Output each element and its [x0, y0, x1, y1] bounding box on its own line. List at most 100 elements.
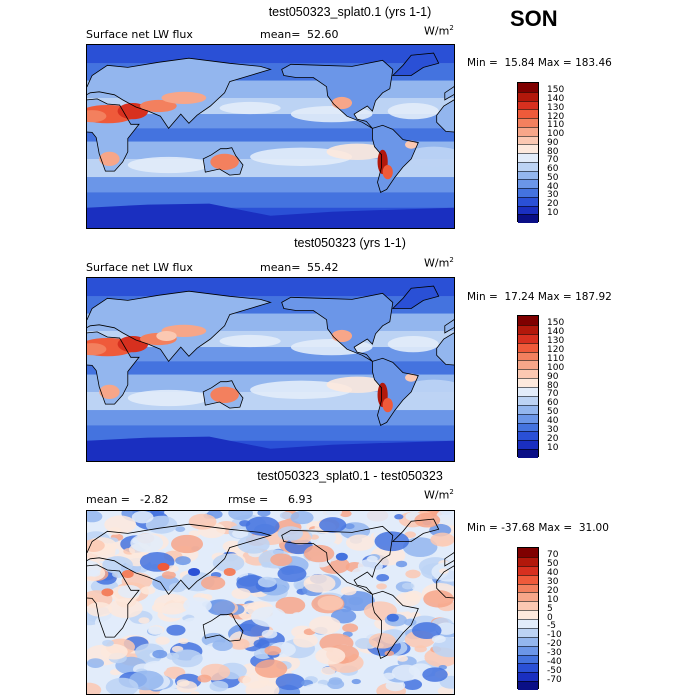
colorbar-level-label: 30 — [547, 190, 559, 201]
colorbar-level-label: 150 — [547, 85, 565, 96]
colorbar-level-label: -20 — [547, 639, 562, 650]
colorbar-swatch — [518, 91, 538, 101]
panel-2-field-label: Surface net LW flux — [86, 261, 193, 274]
colorbar-swatch — [518, 179, 538, 188]
colorbar-level-label: 120 — [547, 345, 565, 355]
colorbar-swatch — [518, 395, 538, 405]
panel-3-colorbar: 70 50 40 30 20 10 5 0 -5 -10 -20 -30 -40 -50 -70 — [517, 547, 577, 690]
colorbar-level-label: 80 — [547, 146, 559, 157]
colorbar-swatch — [518, 672, 538, 682]
panel-1-minmax: Min = 15.84 Max = 183.46 — [467, 57, 612, 69]
colorbar-swatch — [518, 663, 538, 673]
colorbar-swatch — [518, 548, 538, 557]
flux-field — [87, 278, 454, 461]
panel-1-mean-label: mean= — [260, 28, 301, 41]
colorbar-swatch — [518, 627, 538, 637]
colorbar-level-label: 20 — [547, 433, 559, 444]
colorbar-swatch — [518, 404, 538, 414]
colorbar-swatch — [518, 601, 538, 611]
colorbar-swatch — [518, 681, 538, 690]
colorbar-level-label: -40 — [547, 656, 562, 667]
colorbar-level-label: 0 — [547, 612, 553, 623]
panel-3-minmax: Min = -37.68 Max = 31.00 — [467, 522, 609, 534]
colorbar-level-label: 10 — [547, 594, 559, 605]
colorbar-level-label: -30 — [547, 648, 562, 658]
colorbar-level-label: 20 — [547, 199, 559, 209]
panel-2-units: W/m2 — [424, 256, 454, 270]
colorbar-level-label: 70 — [547, 550, 559, 561]
colorbar-level-label: -5 — [547, 621, 556, 632]
colorbar-level-label: 50 — [547, 559, 559, 570]
colorbar-level-label: -50 — [547, 665, 562, 676]
difference-field — [87, 511, 454, 694]
colorbar-swatch — [518, 153, 538, 162]
colorbar-level-label: 150 — [547, 318, 565, 329]
colorbar-swatch — [518, 422, 538, 432]
colorbar-level-label: 100 — [547, 362, 565, 373]
colorbar-swatch — [518, 654, 538, 664]
colorbar-swatch — [518, 369, 538, 379]
colorbar-swatch — [518, 126, 538, 136]
colorbar-swatches — [517, 315, 539, 458]
panel-1-field-label: Surface net LW flux — [86, 28, 193, 41]
colorbar-swatch — [518, 431, 538, 441]
panel-2-title: test050323 (yrs 1-1) — [294, 236, 406, 250]
colorbar-swatch — [518, 449, 538, 458]
colorbar-swatch — [518, 574, 538, 584]
flux-field — [87, 45, 454, 228]
colorbar-swatch — [518, 413, 538, 423]
colorbar-swatch — [518, 100, 538, 110]
colorbar-level-label: 100 — [547, 129, 565, 139]
colorbar-swatch — [518, 440, 538, 450]
colorbar-swatch — [518, 645, 538, 655]
colorbar-level-label: 20 — [547, 585, 559, 596]
colorbar-level-label: 140 — [547, 327, 565, 338]
panel-2-mean-label: mean= — [260, 261, 301, 274]
panel-2-minmax: Min = 17.24 Max = 187.92 — [467, 291, 612, 303]
colorbar-swatches — [517, 82, 539, 223]
colorbar-swatch — [518, 214, 538, 223]
colorbar-level-label: 40 — [547, 416, 559, 426]
colorbar-swatches — [517, 547, 539, 690]
colorbar-level-label: 70 — [547, 155, 559, 166]
panel-3-units: W/m2 — [424, 488, 454, 502]
colorbar-swatch — [518, 188, 538, 197]
colorbar-swatch — [518, 324, 538, 334]
colorbar-level-label: 60 — [547, 398, 559, 409]
colorbar-level-label: 130 — [547, 102, 565, 113]
colorbar-level-label: 10 — [547, 207, 559, 218]
colorbar-swatch — [518, 387, 538, 396]
panel-3-map — [86, 510, 455, 695]
colorbar-swatch — [518, 342, 538, 352]
colorbar-level-label: 5 — [547, 603, 553, 614]
colorbar-level-label: 140 — [547, 94, 565, 104]
colorbar-swatch — [518, 144, 538, 153]
colorbar-swatch — [518, 205, 538, 215]
season-label: SON — [510, 6, 558, 31]
colorbar-swatch — [518, 351, 538, 361]
panel-3-mean-value: -2.82 — [140, 493, 169, 506]
colorbar-swatch — [518, 556, 538, 566]
panel-3-mean-label: mean = — [86, 493, 130, 506]
colorbar-level-label: 10 — [547, 442, 559, 453]
colorbar-level-label: 90 — [547, 137, 559, 148]
colorbar-level-label: 110 — [547, 353, 565, 364]
panel-1-mean-value: 52.60 — [307, 28, 339, 41]
panel-2-colorbar: 150 140 130 120 110 100 90 80 70 60 50 40 30 20 10 — [517, 315, 577, 458]
colorbar-swatch — [518, 619, 538, 628]
colorbar-swatch — [518, 170, 538, 180]
colorbar-swatch — [518, 636, 538, 646]
colorbar-swatch — [518, 161, 538, 171]
colorbar-level-label: 90 — [547, 371, 559, 382]
colorbar-swatch — [518, 565, 538, 575]
colorbar-level-label: -10 — [547, 630, 562, 641]
colorbar-level-label: 120 — [547, 111, 565, 122]
colorbar-level-label: 50 — [547, 407, 559, 418]
colorbar-swatch — [518, 378, 538, 387]
colorbar-level-label: 40 — [547, 181, 559, 192]
colorbar-swatch — [518, 109, 538, 118]
colorbar-level-label: 60 — [547, 164, 559, 174]
colorbar-swatch — [518, 592, 538, 602]
colorbar-swatch — [518, 135, 538, 145]
panel-2-map — [86, 277, 455, 462]
